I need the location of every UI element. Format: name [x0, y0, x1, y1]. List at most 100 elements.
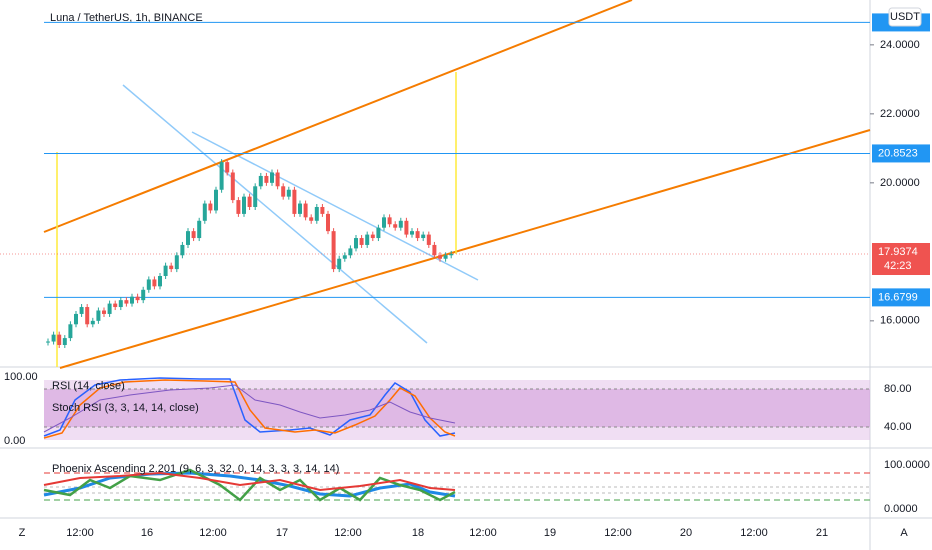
x-tick-label: 20 [680, 527, 692, 539]
candle [298, 203, 302, 214]
candle [292, 189, 297, 214]
candle [270, 172, 274, 183]
y-tick-label: 22.0000 [880, 108, 920, 120]
x-tick-label: 12:00 [334, 527, 362, 539]
candle [225, 162, 230, 173]
candle [191, 231, 196, 239]
pane-tick: 80.00 [884, 383, 912, 395]
phoenix-line [43, 471, 456, 492]
stoch-k [43, 377, 456, 437]
x-tick-label: 12:00 [740, 527, 768, 539]
candle [359, 238, 364, 245]
candle [219, 162, 224, 190]
candle [309, 217, 314, 221]
candle [51, 334, 56, 342]
candle [370, 234, 375, 239]
candle [247, 196, 252, 207]
candle [415, 231, 420, 239]
stoch-d [43, 379, 456, 439]
x-tick-label: 12:00 [469, 527, 497, 539]
candle [118, 300, 123, 308]
candle [135, 296, 140, 301]
trend-line [59, 129, 871, 369]
currency-box[interactable] [888, 7, 922, 27]
current-price-label: 17.9374 [878, 246, 918, 258]
candle [90, 320, 95, 325]
candle [158, 275, 162, 287]
candle [376, 227, 381, 239]
candle [410, 231, 414, 235]
rsi-line [43, 384, 456, 433]
candle [214, 189, 218, 211]
x-tick-label: 12:00 [604, 527, 632, 539]
candle [62, 338, 67, 345]
candle [393, 224, 398, 228]
candle [337, 258, 342, 270]
candle [264, 175, 269, 183]
y-tick-label: 16.0000 [880, 315, 920, 327]
y-tick-label: 20.0000 [880, 177, 920, 189]
candle [320, 206, 325, 214]
currency[interactable]: USDT [890, 11, 920, 23]
candle [130, 296, 134, 304]
candle [258, 175, 263, 187]
candle [365, 234, 370, 245]
corner-button[interactable]: A [900, 527, 908, 539]
candle [202, 203, 207, 221]
candle [404, 220, 409, 235]
candle [230, 172, 235, 201]
candle [438, 255, 442, 259]
candle [113, 303, 118, 308]
pane-tick: 100.00 [4, 371, 38, 383]
pane-legend: Stoch RSI (3, 3, 14, 14, close) [52, 402, 199, 414]
candle [253, 186, 258, 207]
candle [152, 279, 157, 287]
candle [387, 217, 392, 225]
candle [348, 248, 353, 256]
candle [57, 334, 62, 345]
countdown: 42:23 [884, 260, 912, 272]
x-tick-label: 19 [544, 527, 556, 539]
candle [46, 341, 50, 343]
candle [96, 310, 101, 321]
candle [331, 231, 336, 270]
candle [432, 244, 437, 256]
pane-tick: 40.00 [884, 421, 912, 433]
candle [354, 238, 358, 249]
price-label-box [872, 288, 930, 307]
candle [326, 213, 330, 232]
candle [342, 255, 347, 259]
candle [146, 279, 151, 290]
price-label-box [872, 144, 930, 163]
x-tick-label: 18 [412, 527, 424, 539]
candle [102, 310, 106, 314]
pane-legend: Phoenix Ascending 2.201 (9, 6, 3, 32, 0,… [52, 463, 339, 475]
price-label: 20.8523 [878, 147, 918, 159]
candle [382, 217, 386, 228]
trend-line [43, 0, 633, 233]
current-price-box [872, 243, 930, 276]
candle [85, 307, 90, 325]
corner-button[interactable]: Z [19, 527, 26, 539]
candle [286, 189, 291, 197]
candle [107, 303, 112, 314]
x-tick-label: 17 [276, 527, 288, 539]
candle [124, 300, 129, 304]
candle [197, 220, 202, 239]
candle [421, 234, 426, 239]
pane-tick: 0.00 [4, 435, 25, 447]
x-tick-label: 21 [816, 527, 828, 539]
candle [242, 196, 246, 214]
candle [186, 231, 190, 245]
rsi-band [44, 389, 870, 427]
candle [314, 206, 319, 221]
candle [426, 234, 431, 245]
y-tick-label: 24.0000 [880, 39, 920, 51]
candle [303, 203, 308, 218]
candle [141, 289, 146, 301]
pane-legend: RSI (14, close) [52, 380, 125, 392]
channel-line [191, 131, 479, 281]
candle [398, 220, 403, 228]
